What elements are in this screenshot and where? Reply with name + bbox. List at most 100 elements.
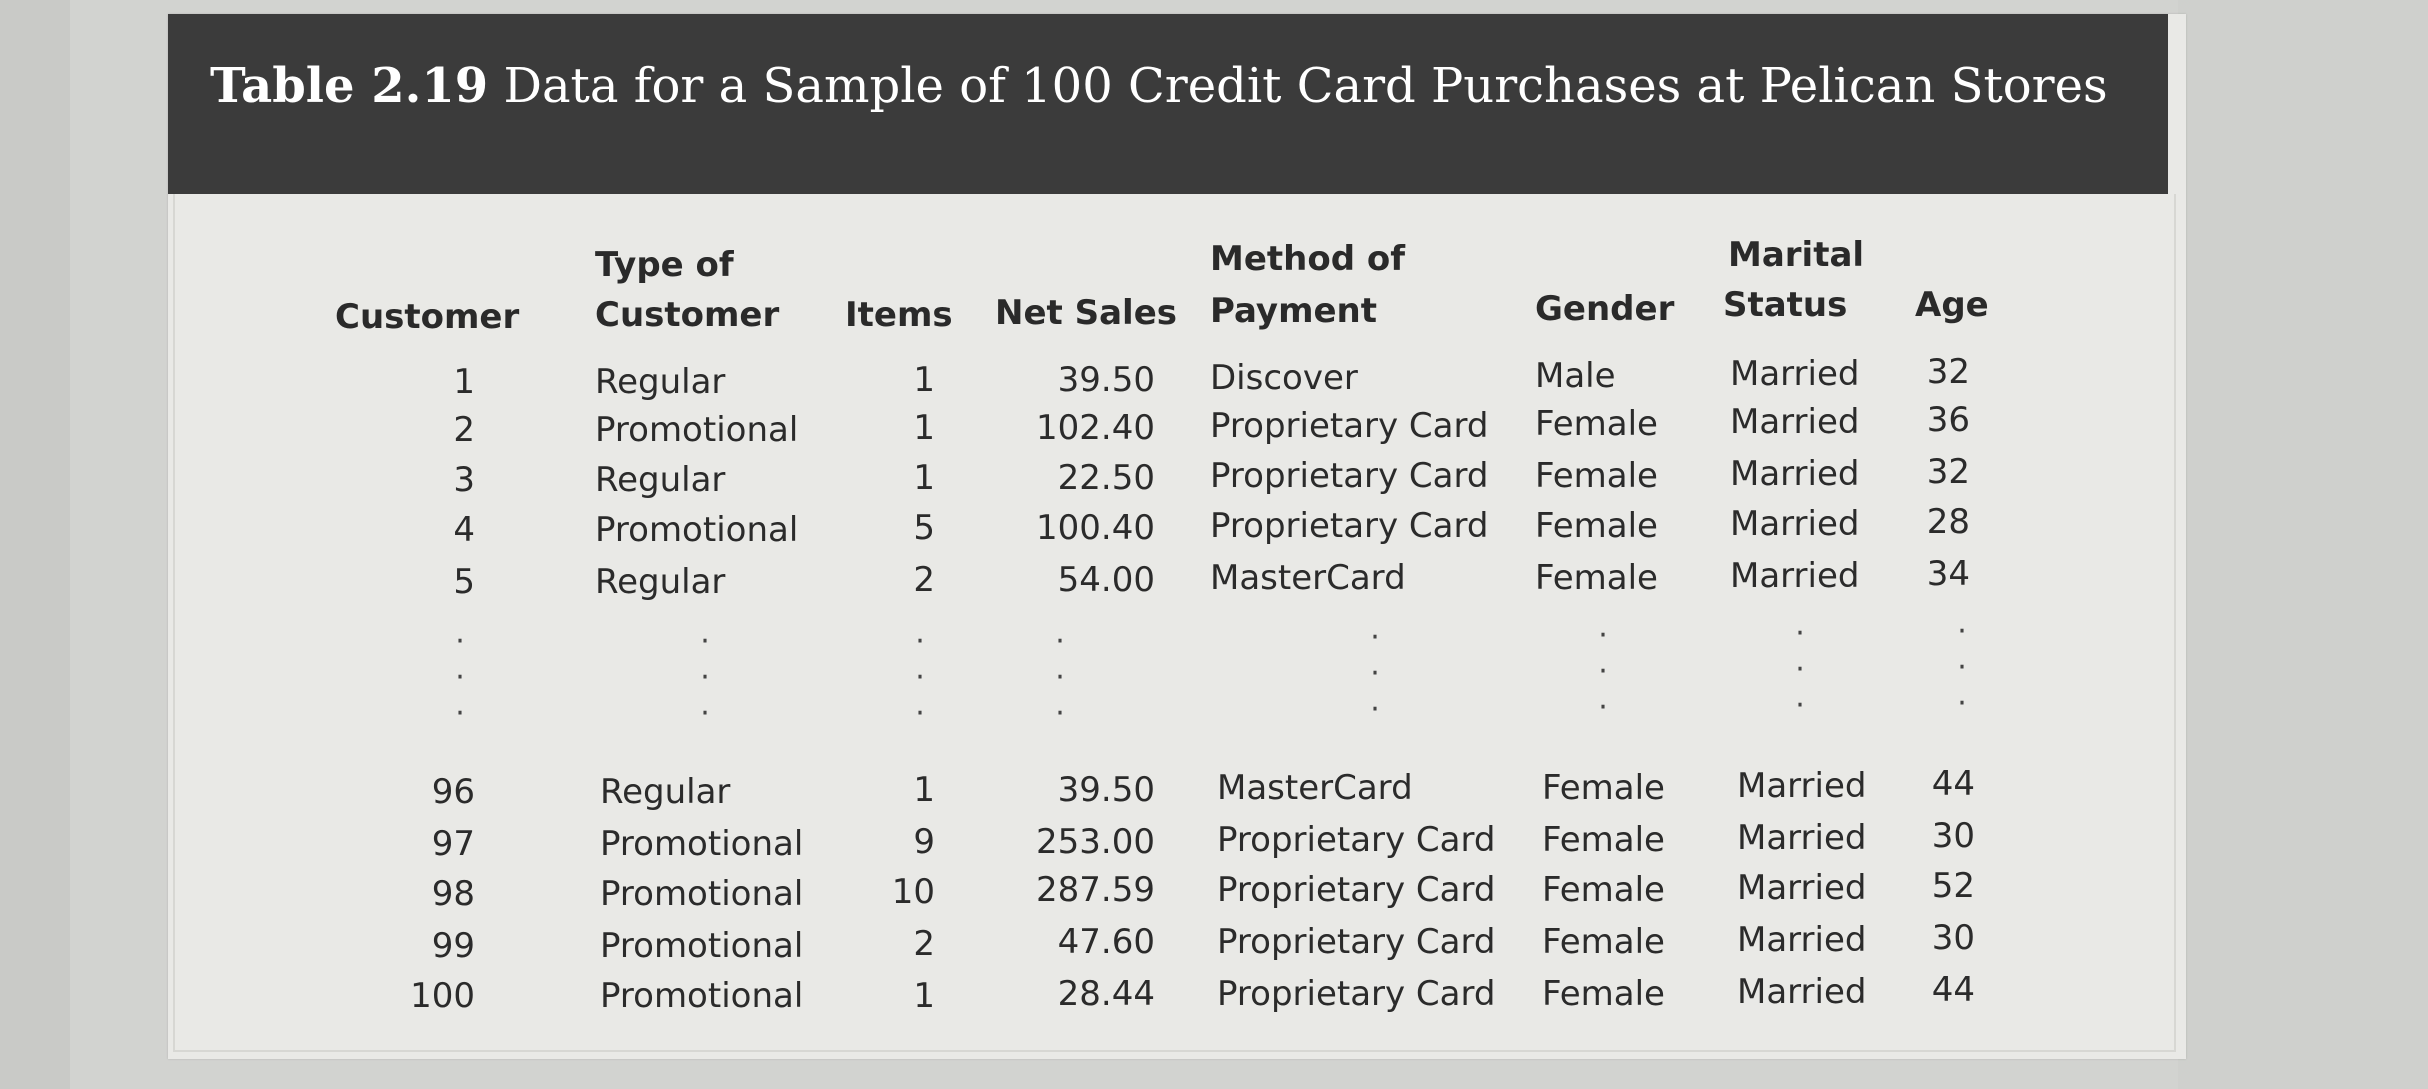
table-caption: Data for a Sample of 100 Credit Card Pur…	[503, 58, 2108, 114]
header-method-line1: Method of	[1210, 239, 1406, 279]
cell-payment: MasterCard	[1210, 558, 1406, 598]
data-table: Customer Type of Customer Items Net Sale…	[173, 194, 2176, 1052]
table-number: Table 2.19	[210, 58, 489, 114]
cell-net-sales: 100.40	[1036, 508, 1155, 548]
header-marital-line2: Status	[1723, 285, 1848, 325]
cell-gender: Female	[1535, 404, 1658, 444]
cell-items: 1	[913, 408, 935, 448]
cell-customer: 98	[431, 874, 475, 914]
cell-age: 30	[1931, 918, 1975, 958]
header-type-line1: Type of	[595, 245, 734, 285]
cell-items: 1	[913, 976, 935, 1016]
cell-gender: Female	[1542, 922, 1665, 962]
cell-marital: Married	[1730, 354, 1860, 394]
ellipsis-net-sales: · · ·	[1055, 624, 1065, 731]
cell-type: Regular	[595, 362, 726, 402]
cell-marital: Married	[1730, 402, 1860, 442]
cell-customer: 97	[431, 824, 475, 864]
cell-marital: Married	[1737, 972, 1867, 1012]
cell-type: Promotional	[595, 510, 799, 550]
header-method-line2: Payment	[1210, 291, 1378, 331]
cell-marital: Married	[1737, 818, 1867, 858]
cell-age: 44	[1931, 764, 1975, 804]
cell-gender: Female	[1535, 558, 1658, 598]
cell-net-sales: 22.50	[1057, 458, 1155, 498]
header-items: Items	[845, 295, 953, 335]
table-title-bar: Table 2.19 Data for a Sample of 100 Cred…	[168, 14, 2168, 194]
cell-net-sales: 47.60	[1057, 922, 1155, 962]
header-age: Age	[1915, 285, 1989, 325]
cell-items: 5	[913, 508, 935, 548]
cell-net-sales: 39.50	[1057, 360, 1155, 400]
ellipsis-payment: · · ·	[1370, 620, 1380, 727]
cell-type: Promotional	[600, 976, 804, 1016]
cell-gender: Female	[1542, 820, 1665, 860]
cell-marital: Married	[1730, 504, 1860, 544]
cell-net-sales: 54.00	[1057, 560, 1155, 600]
cell-type: Promotional	[595, 410, 799, 450]
cell-customer: 3	[453, 460, 475, 500]
header-type-line2: Customer	[595, 295, 780, 335]
cell-type: Regular	[600, 772, 731, 812]
ellipsis-gender: · · ·	[1598, 618, 1608, 725]
ellipsis-type: · · ·	[700, 624, 710, 731]
cell-customer: 5	[453, 562, 475, 602]
cell-type: Promotional	[600, 824, 804, 864]
ellipsis-marital: · · ·	[1795, 616, 1805, 723]
cell-payment: Proprietary Card	[1217, 974, 1496, 1014]
cell-items: 2	[913, 560, 935, 600]
cell-items: 10	[891, 872, 935, 912]
background-right	[2178, 0, 2428, 1089]
cell-type: Regular	[595, 562, 726, 602]
cell-type: Promotional	[600, 874, 804, 914]
cell-marital: Married	[1737, 868, 1867, 908]
cell-payment: Proprietary Card	[1210, 456, 1489, 496]
cell-customer: 2	[453, 410, 475, 450]
header-marital-line1: Marital	[1728, 235, 1865, 275]
cell-payment: Proprietary Card	[1217, 870, 1496, 910]
ellipsis-age: · · ·	[1957, 614, 1967, 721]
cell-marital: Married	[1730, 454, 1860, 494]
ellipsis-customer: · · ·	[455, 624, 465, 731]
background-left	[0, 0, 70, 1089]
cell-marital: Married	[1737, 920, 1867, 960]
cell-items: 1	[913, 458, 935, 498]
cell-gender: Female	[1542, 870, 1665, 910]
cell-marital: Married	[1730, 556, 1860, 596]
cell-items: 2	[913, 924, 935, 964]
cell-age: 28	[1926, 502, 1970, 542]
cell-customer: 96	[431, 772, 475, 812]
cell-age: 32	[1926, 352, 1970, 392]
cell-customer: 1	[453, 362, 475, 402]
cell-customer: 4	[453, 510, 475, 550]
cell-type: Regular	[595, 460, 726, 500]
cell-net-sales: 287.59	[1036, 870, 1155, 910]
cell-gender: Female	[1542, 974, 1665, 1014]
header-customer: Customer	[335, 297, 520, 337]
header-net-sales: Net Sales	[995, 293, 1177, 333]
cell-net-sales: 102.40	[1036, 408, 1155, 448]
textbook-page: Table 2.19 Data for a Sample of 100 Cred…	[168, 14, 2186, 1059]
cell-items: 1	[913, 360, 935, 400]
ellipsis-items: · · ·	[915, 624, 925, 731]
header-gender: Gender	[1535, 289, 1675, 329]
cell-gender: Male	[1535, 356, 1616, 396]
cell-items: 9	[913, 822, 935, 862]
cell-age: 44	[1931, 970, 1975, 1010]
cell-payment: MasterCard	[1217, 768, 1413, 808]
cell-age: 34	[1926, 554, 1970, 594]
cell-net-sales: 253.00	[1036, 822, 1155, 862]
cell-payment: Proprietary Card	[1210, 406, 1489, 446]
cell-net-sales: 39.50	[1057, 770, 1155, 810]
cell-gender: Female	[1535, 506, 1658, 546]
cell-age: 32	[1926, 452, 1970, 492]
cell-age: 52	[1931, 866, 1975, 906]
cell-type: Promotional	[600, 926, 804, 966]
cell-payment: Discover	[1210, 358, 1358, 398]
cell-marital: Married	[1737, 766, 1867, 806]
cell-gender: Female	[1542, 768, 1665, 808]
cell-net-sales: 28.44	[1057, 974, 1155, 1014]
table-title: Table 2.19 Data for a Sample of 100 Cred…	[210, 58, 2108, 114]
cell-items: 1	[913, 770, 935, 810]
cell-gender: Female	[1535, 456, 1658, 496]
